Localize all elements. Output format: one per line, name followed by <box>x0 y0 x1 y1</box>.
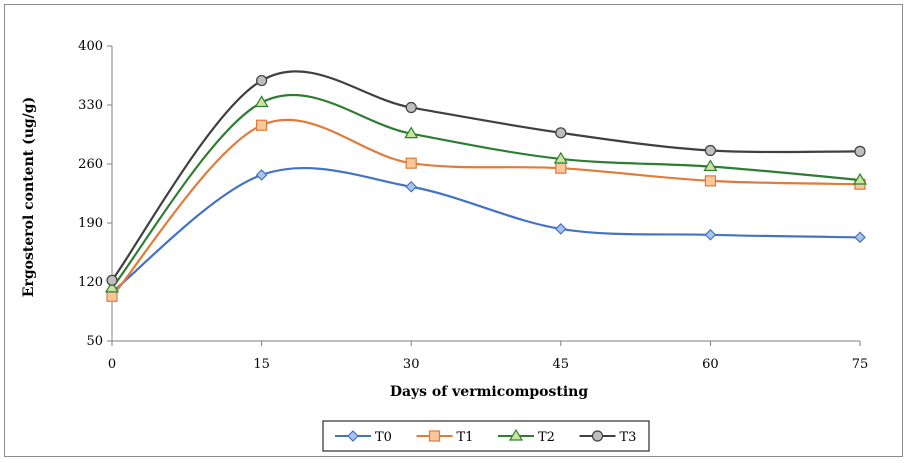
legend-item-t1: T1 <box>416 430 474 445</box>
legend-swatch-marker <box>508 428 524 441</box>
data-point-t1 <box>106 290 118 302</box>
data-point-t2 <box>852 172 868 185</box>
y-tick-label: 260 <box>78 157 103 172</box>
data-point-t3 <box>405 101 417 114</box>
data-point-t2 <box>104 280 120 293</box>
legend-item-t3: T3 <box>579 430 637 445</box>
y-tick-label: 330 <box>78 98 103 113</box>
y-tick-label: 190 <box>78 216 103 231</box>
data-point-t3 <box>256 74 268 87</box>
data-point-t0 <box>255 169 268 181</box>
data-point-t2 <box>553 151 568 164</box>
data-point-t3 <box>555 127 567 139</box>
y-tick-label: 50 <box>86 334 103 349</box>
data-point-t3 <box>854 145 866 157</box>
legend-label: T1 <box>457 430 474 445</box>
data-point-t3 <box>704 144 717 157</box>
x-tick-label: 75 <box>852 357 869 372</box>
series-t0 <box>106 166 866 298</box>
legend-label: T2 <box>538 430 555 445</box>
y-axis-title: Ergosterol content (ug/g) <box>21 97 37 297</box>
line-chart: 50 120 190 260 330 400 0 15 30 45 60 75 Ergosterol … <box>21 39 868 452</box>
data-point-t0 <box>405 180 418 193</box>
series-t3 <box>106 70 866 286</box>
legend-swatch-marker <box>347 430 359 442</box>
data-point-t1 <box>555 162 567 174</box>
series-line-t1 <box>111 118 861 298</box>
series-line-t3 <box>111 70 861 281</box>
data-point-t1 <box>704 175 717 187</box>
legend-label: T3 <box>620 430 637 445</box>
data-point-t1 <box>405 157 417 169</box>
x-tick-label: 15 <box>253 357 270 372</box>
x-axis-title: Days of vermicomposting <box>390 384 589 400</box>
data-point-t2 <box>254 95 269 108</box>
data-point-t0 <box>704 228 717 241</box>
data-point-t3 <box>106 274 118 286</box>
legend-swatch-marker <box>591 430 604 442</box>
legend-item-t0: T0 <box>335 430 392 445</box>
x-tick-label: 0 <box>108 357 116 372</box>
legend-item-t2: T2 <box>498 428 555 445</box>
series-line-t0 <box>111 166 861 293</box>
data-point-t2 <box>703 159 718 172</box>
legend: T0 T1 T2 T3 <box>322 420 650 452</box>
y-tick-label: 400 <box>78 39 103 54</box>
data-point-t0 <box>554 223 567 235</box>
data-point-t0 <box>854 231 866 244</box>
x-tick-label: 60 <box>702 357 719 372</box>
x-tick-label: 45 <box>553 357 570 372</box>
legend-label: T0 <box>375 430 392 445</box>
series-line-t2 <box>111 93 861 289</box>
series-t2 <box>104 93 868 293</box>
chart-frame: 50 120 190 260 330 400 0 15 30 45 60 75 Ergosterol … <box>4 4 903 457</box>
data-point-t1 <box>256 119 268 131</box>
legend-swatch-marker <box>428 430 441 442</box>
y-tick-label: 120 <box>78 275 103 290</box>
axes: 50 120 190 260 330 400 0 15 30 45 60 75 <box>78 39 868 372</box>
x-tick-label: 30 <box>403 357 420 372</box>
data-point-t2 <box>404 126 419 139</box>
series-layer <box>104 70 868 302</box>
